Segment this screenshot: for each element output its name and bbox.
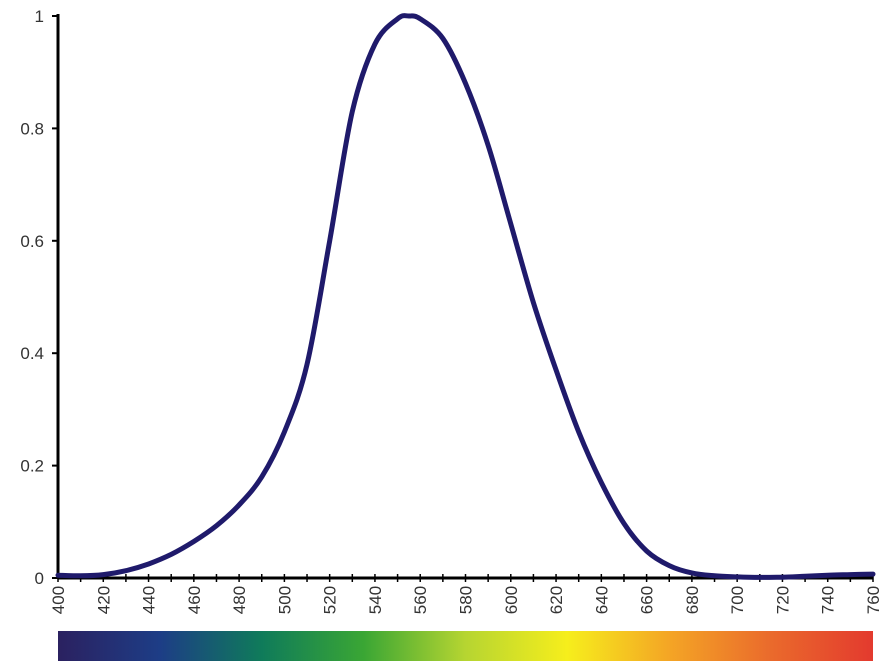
y-tick-label: 0.6 bbox=[20, 232, 44, 251]
y-tick-label: 0.4 bbox=[20, 344, 44, 363]
x-tick-label: 480 bbox=[230, 586, 249, 614]
x-tick-label: 500 bbox=[275, 586, 294, 614]
x-tick-label: 680 bbox=[683, 586, 702, 614]
x-tick-label: 560 bbox=[411, 586, 430, 614]
x-tick-label: 520 bbox=[321, 586, 340, 614]
x-axis: 400 420 440 460 480 500 520 540 560 580 600 620 640 6… bbox=[49, 574, 879, 614]
x-tick-label: 700 bbox=[728, 586, 747, 614]
x-tick-label: 640 bbox=[592, 586, 611, 614]
spectrum-color-bar bbox=[58, 631, 873, 661]
x-tick-label: 460 bbox=[185, 586, 204, 614]
x-tick-label: 760 bbox=[864, 586, 879, 614]
y-tick-label: 0.2 bbox=[20, 457, 44, 476]
x-tick-label: 420 bbox=[94, 586, 113, 614]
luminosity-curve bbox=[55, 13, 876, 580]
y-tick-label: 1 bbox=[35, 7, 44, 26]
x-tick-label: 620 bbox=[547, 586, 566, 614]
x-tick-label: 580 bbox=[457, 586, 476, 614]
x-tick-label: 600 bbox=[502, 586, 521, 614]
x-tick-label: 740 bbox=[819, 586, 838, 614]
x-tick-label: 720 bbox=[773, 586, 792, 614]
x-tick-label: 540 bbox=[366, 586, 385, 614]
y-tick-label: 0.8 bbox=[20, 119, 44, 138]
y-tick-label: 0 bbox=[35, 569, 44, 588]
y-axis: 0 0.2 0.4 0.6 0.8 1 bbox=[20, 7, 60, 588]
x-tick-label: 440 bbox=[140, 586, 159, 614]
x-tick-label: 660 bbox=[638, 586, 657, 614]
x-tick-label: 400 bbox=[49, 586, 68, 614]
